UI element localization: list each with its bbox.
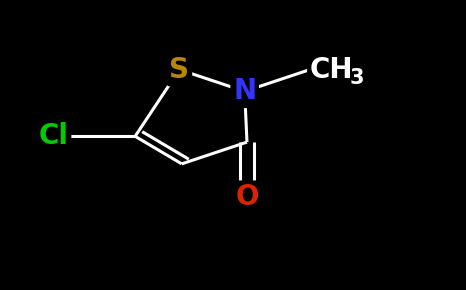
Text: S: S [170, 56, 189, 84]
Text: S: S [170, 56, 189, 84]
Text: N: N [233, 77, 256, 105]
Text: CH: CH [310, 56, 353, 84]
Text: 3: 3 [350, 68, 364, 88]
Text: CH: CH [310, 56, 353, 84]
Text: Cl: Cl [39, 122, 69, 150]
Text: O: O [235, 183, 259, 211]
Text: Cl: Cl [39, 122, 69, 150]
Text: O: O [235, 183, 259, 211]
Text: N: N [233, 77, 256, 105]
